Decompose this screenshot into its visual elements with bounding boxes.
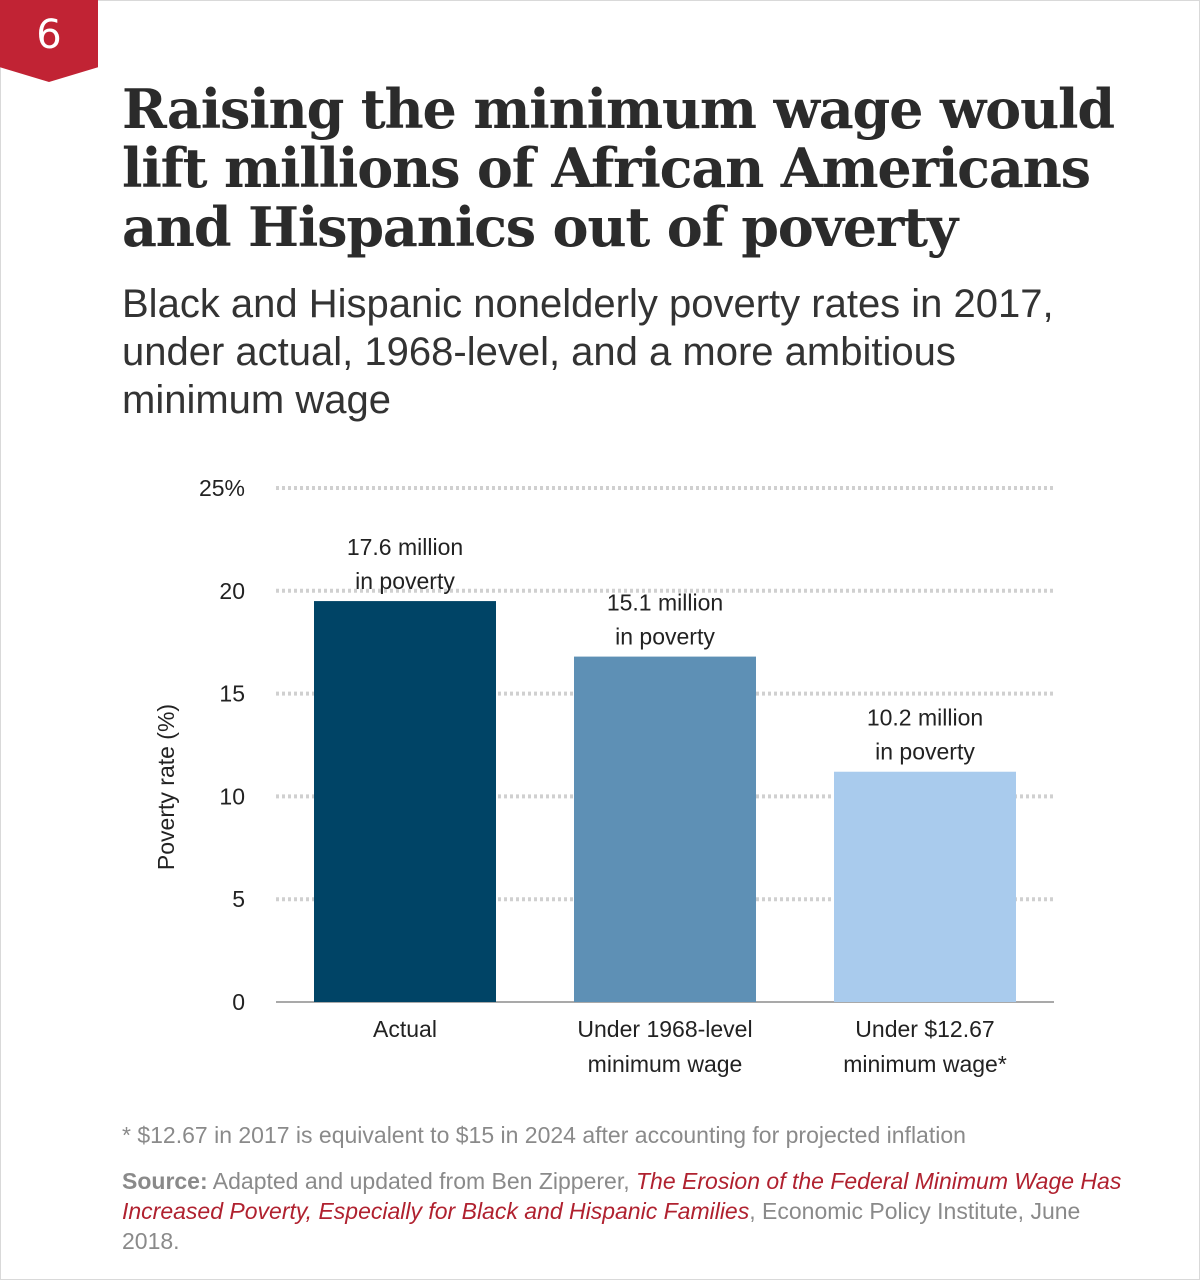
- source-label: Source:: [122, 1168, 208, 1194]
- y-tick-label: 20: [219, 578, 245, 604]
- y-axis-label: Poverty rate (%): [153, 704, 179, 870]
- bar-annotation: 17.6 million: [347, 534, 463, 560]
- y-tick-label: 10: [219, 783, 245, 809]
- footnote: * $12.67 in 2017 is equivalent to $15 in…: [122, 1122, 966, 1148]
- source-link[interactable]: The Erosion of the Federal Minimum Wage …: [122, 1168, 1122, 1224]
- x-tick-label: Under $12.67: [855, 1016, 994, 1042]
- figure-number-badge: 6: [0, 0, 98, 82]
- chart-subtitle: Black and Hispanic nonelderly poverty ra…: [122, 282, 1054, 422]
- chart-title: Raising the minimum wage would lift mill…: [122, 77, 1115, 259]
- bar-annotation: 15.1 million: [607, 590, 723, 616]
- x-tick-label: Actual: [373, 1016, 437, 1042]
- bar-chart: 0 5 10 15 20 25% Poverty rate (%) 17.6 million i…: [153, 475, 1054, 1077]
- y-tick-label: 25%: [199, 475, 245, 501]
- source-note: Source: Adapted and updated from Ben Zip…: [122, 1166, 1122, 1256]
- x-tick-label: Under 1968-level: [577, 1016, 752, 1042]
- bar: [574, 656, 756, 1002]
- source-comma: ,: [749, 1198, 756, 1224]
- bar-annotation: in poverty: [355, 568, 455, 594]
- y-tick-label: 5: [232, 886, 245, 912]
- y-tick-label: 15: [219, 681, 245, 707]
- bar: [834, 771, 1016, 1002]
- x-tick-label: minimum wage*: [843, 1051, 1007, 1077]
- y-tick-label: 0: [232, 989, 245, 1015]
- source-text: Adapted and updated from Ben Zipperer,: [212, 1168, 630, 1194]
- bar-annotation: 10.2 million: [867, 705, 983, 731]
- bar-annotation: in poverty: [615, 624, 715, 650]
- x-tick-label: minimum wage: [588, 1051, 743, 1077]
- source-tail: Economic Policy Institute, June 2018.: [122, 1198, 1081, 1254]
- bar: [314, 601, 496, 1002]
- bar-annotation: in poverty: [875, 739, 975, 765]
